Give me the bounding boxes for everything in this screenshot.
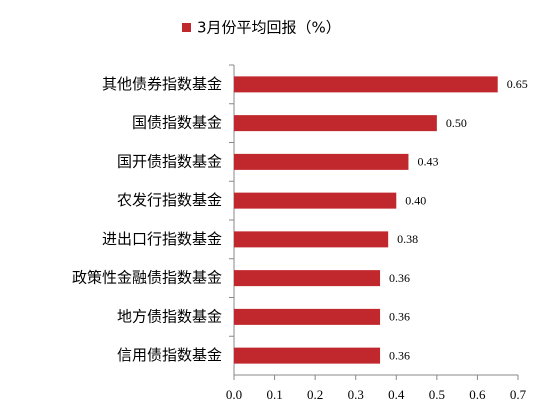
y-tick-label: 地方债指数基金 (117, 307, 222, 325)
y-tick-label: 农发行指数基金 (117, 191, 222, 209)
value-label: 0.40 (405, 193, 426, 207)
value-label: 0.36 (389, 310, 410, 324)
y-tick-label: 信用债指数基金 (117, 346, 222, 364)
bar (234, 308, 381, 325)
value-label: 0.65 (507, 77, 528, 91)
y-tick-label: 国开债指数基金 (117, 152, 222, 170)
x-tick-label: 0.7 (510, 387, 527, 402)
y-tick-label: 国债指数基金 (132, 114, 222, 132)
value-label: 0.43 (417, 155, 438, 169)
bar (234, 270, 381, 287)
bar (234, 347, 381, 364)
value-label: 0.38 (397, 232, 418, 246)
x-tick-label: 0.1 (266, 387, 282, 402)
x-tick-label: 0.0 (226, 387, 242, 402)
bar (234, 192, 397, 209)
x-tick-label: 0.2 (307, 387, 323, 402)
x-tick-label: 0.5 (429, 387, 445, 402)
y-tick-label: 进出口行指数基金 (102, 230, 222, 248)
x-tick-label: 0.6 (469, 387, 486, 402)
x-tick-label: 0.4 (388, 387, 405, 402)
y-tick-label: 政策性金融债指数基金 (72, 269, 222, 287)
y-tick-label: 其他债券指数基金 (102, 75, 222, 93)
value-label: 0.50 (446, 116, 467, 130)
value-label: 0.36 (389, 271, 410, 285)
bar (234, 153, 409, 170)
bar (234, 76, 498, 93)
bar (234, 231, 389, 248)
bar (234, 115, 437, 132)
legend-label: 3月份平均回报（%） (197, 19, 341, 37)
legend-swatch (182, 23, 191, 32)
x-tick-label: 0.3 (348, 387, 364, 402)
value-label: 0.36 (389, 348, 410, 362)
